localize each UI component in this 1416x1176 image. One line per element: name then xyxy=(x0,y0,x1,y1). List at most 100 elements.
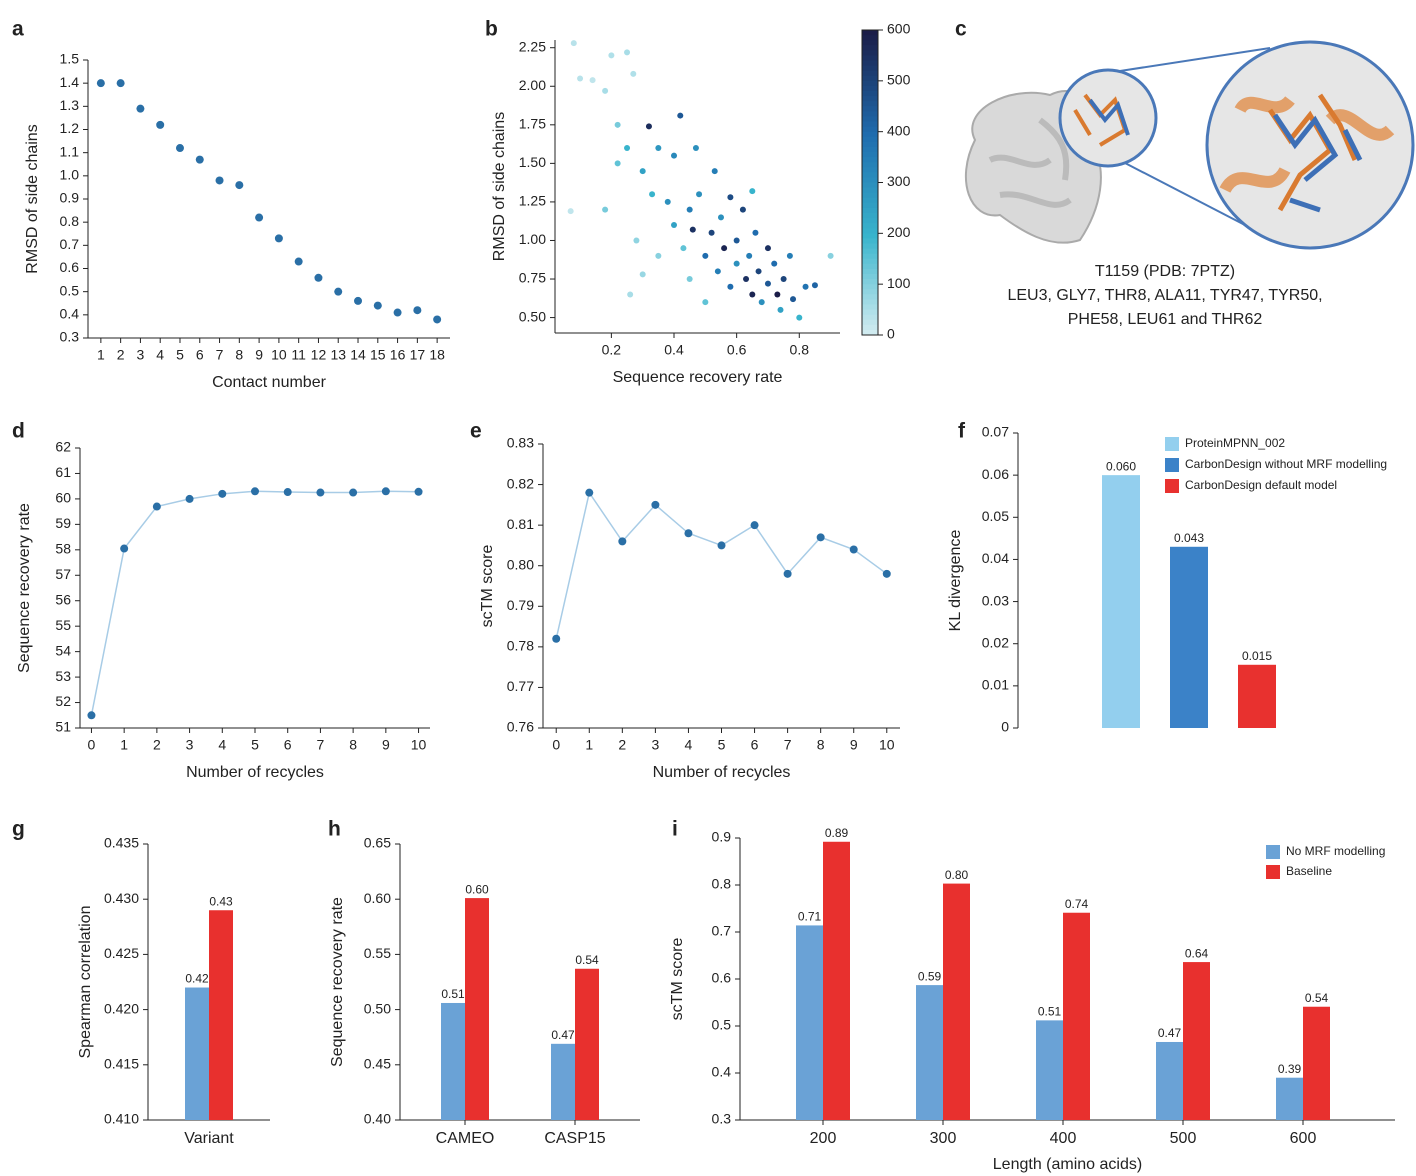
y-tick-label: 61 xyxy=(55,464,71,480)
y-tick-label: 0.82 xyxy=(507,475,534,491)
colorbar-band xyxy=(862,274,878,280)
y-tick-label: 0.9 xyxy=(60,190,80,206)
y-tick-label: 1.3 xyxy=(60,97,80,113)
panel-letter: a xyxy=(12,18,24,41)
point xyxy=(618,537,627,546)
legend-swatch xyxy=(1165,479,1179,493)
y-tick-label: 0.50 xyxy=(519,308,546,324)
x-tick-label: 4 xyxy=(685,737,693,753)
y-tick-label: 0.01 xyxy=(982,677,1009,693)
point xyxy=(602,206,609,213)
point xyxy=(614,121,621,128)
x-tick-label: 3 xyxy=(186,737,194,753)
colorbar-band xyxy=(862,91,878,97)
colorbar-band xyxy=(862,50,878,56)
y-tick-label: 1.2 xyxy=(60,120,80,136)
y-tick-label: 55 xyxy=(55,617,71,633)
bar xyxy=(1303,1006,1330,1120)
x-tick-label: 3 xyxy=(651,737,659,753)
x-tick-label: 8 xyxy=(817,737,825,753)
colorbar-band xyxy=(862,136,878,143)
point xyxy=(175,144,184,153)
colorbar-band xyxy=(862,258,878,265)
y-tick-label: 0.65 xyxy=(364,835,391,851)
legend-label: CarbonDesign default model xyxy=(1185,478,1337,492)
x-tick-label: 300 xyxy=(930,1130,957,1147)
y-tick-label: 1.5 xyxy=(60,51,80,67)
point xyxy=(708,229,715,236)
point xyxy=(680,245,687,252)
point xyxy=(156,120,165,129)
value-label: 0.71 xyxy=(798,910,822,924)
colorbar-label: 300 xyxy=(887,173,911,189)
y-tick-label: 53 xyxy=(55,668,71,684)
y-tick-label: 1.1 xyxy=(60,143,80,159)
point xyxy=(639,271,646,278)
point xyxy=(655,144,662,151)
x-tick-label: 10 xyxy=(411,737,427,753)
y-tick-label: 0.83 xyxy=(507,435,534,451)
y-tick-label: 1.0 xyxy=(60,167,80,183)
value-label: 0.47 xyxy=(551,1028,575,1042)
y-tick-label: 0.07 xyxy=(982,424,1009,440)
point xyxy=(664,198,671,205)
value-label: 0.42 xyxy=(185,972,209,986)
colorbar-band xyxy=(862,233,878,239)
line xyxy=(90,490,419,716)
colorbar-band xyxy=(862,243,878,250)
point xyxy=(255,213,264,222)
x-tick-label: 1 xyxy=(585,737,593,753)
point xyxy=(684,529,693,538)
value-label: 0.80 xyxy=(945,868,969,882)
y-tick-label: 0.06 xyxy=(982,466,1009,482)
x-tick-label: 5 xyxy=(251,737,259,753)
point xyxy=(136,104,145,113)
colorbar-band xyxy=(862,162,878,168)
x-tick-label: 4 xyxy=(156,347,164,363)
value-label: 0.74 xyxy=(1065,897,1089,911)
x-tick-label: 2 xyxy=(153,737,161,753)
bar xyxy=(185,987,209,1120)
y-tick-label: 54 xyxy=(55,642,71,658)
value-label: 0.47 xyxy=(1158,1026,1182,1040)
colorbar-band xyxy=(862,111,878,117)
colorbar-label: 200 xyxy=(887,224,911,240)
point xyxy=(750,521,759,530)
y-tick-label: 0.5 xyxy=(60,282,80,298)
point xyxy=(752,229,759,236)
value-label: 0.54 xyxy=(1305,991,1329,1005)
bar xyxy=(1156,1041,1183,1120)
colorbar-band xyxy=(862,182,878,189)
point xyxy=(749,188,756,195)
point xyxy=(87,711,96,720)
x-tick-label: CASP15 xyxy=(544,1130,605,1147)
colorbar-band xyxy=(862,30,878,36)
colorbar-band xyxy=(862,80,878,87)
point xyxy=(116,79,125,88)
bar xyxy=(441,1002,465,1120)
legend-label: CarbonDesign without MRF modelling xyxy=(1185,457,1387,471)
x-tick-label: 400 xyxy=(1050,1130,1077,1147)
legend-swatch xyxy=(1266,845,1280,859)
x-tick-label: 16 xyxy=(390,347,406,363)
bar xyxy=(1036,1020,1063,1120)
y-tick-label: 0.425 xyxy=(104,945,139,961)
colorbar-band xyxy=(862,319,878,326)
y-tick-label: 59 xyxy=(55,515,71,531)
colorbar-band xyxy=(862,45,878,51)
point xyxy=(413,306,422,315)
point xyxy=(717,214,724,221)
point xyxy=(567,208,574,215)
x-tick-label: 8 xyxy=(235,347,243,363)
bar xyxy=(1238,664,1276,728)
colorbar-band xyxy=(862,294,878,300)
bar xyxy=(1183,962,1210,1120)
x-tick-label: 8 xyxy=(349,737,357,753)
bar xyxy=(209,910,233,1120)
x-tick-label: 200 xyxy=(810,1130,837,1147)
x-tick-label: 1 xyxy=(97,347,105,363)
bar xyxy=(796,925,823,1120)
point xyxy=(589,77,596,84)
colorbar-band xyxy=(862,167,878,173)
point xyxy=(714,268,721,275)
